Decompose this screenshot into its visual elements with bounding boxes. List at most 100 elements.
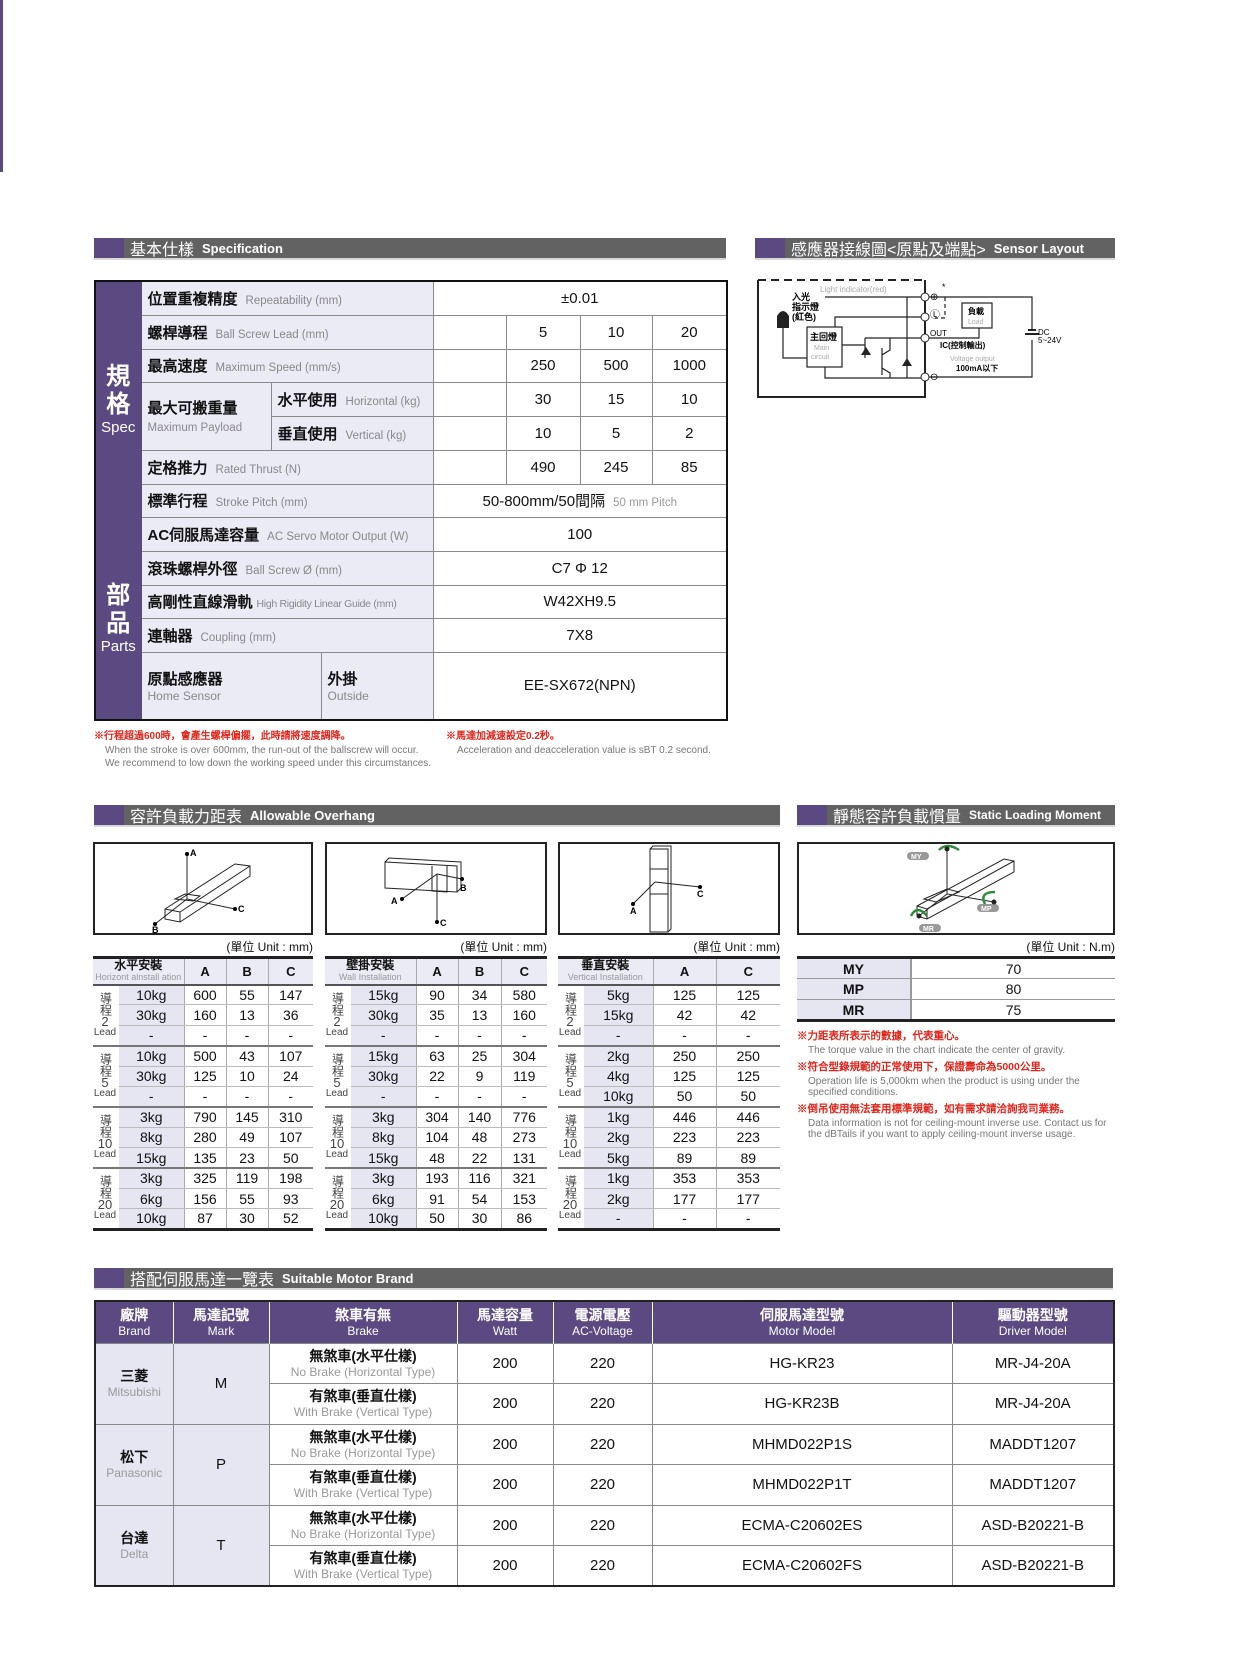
value-cell: 22 — [415, 1066, 459, 1087]
load-en: Load — [968, 319, 984, 326]
load-cell: 30kg — [116, 1066, 185, 1087]
value-cell: 310 — [267, 1106, 314, 1128]
value-cell: 321 — [500, 1168, 548, 1189]
value-cell: 107 — [267, 1127, 314, 1149]
voltage-cell: 220 — [552, 1545, 653, 1587]
title-en: Horizont alnstall ation — [95, 972, 182, 983]
point-b — [460, 877, 464, 881]
table-row: ---- — [93, 1086, 314, 1108]
header-row: 垂直安裝 Vertical Installation A C — [558, 957, 781, 986]
brake-cell: 無煞車(水平仕樣) No Brake (Horizontal Type) — [268, 1504, 458, 1546]
table-row: 有煞車(垂直仕樣) With Brake (Vertical Type) 200 22… — [95, 1464, 1115, 1506]
table-row: 導程 10 Lead 1kg 446 446 — [558, 1106, 781, 1170]
static-moment-table: MY 70 MP 80 MR 75 — [797, 956, 1115, 1022]
spec-label: 最高速度 Maximum Speed (mm/s) — [140, 348, 434, 383]
parts-label: 滾珠螺桿外徑 Ball Screw Ø (mm) — [140, 550, 434, 586]
value-cell: - — [715, 1208, 781, 1231]
lead-value: 10 — [562, 1136, 578, 1152]
value-cell: 34 — [457, 984, 502, 1006]
load-cell: 3kg — [116, 1168, 185, 1189]
label-en: Rated Thrust (N) — [215, 463, 301, 476]
table-row: MY 70 — [797, 957, 1115, 979]
wall-install-illustration: A C B — [384, 857, 467, 928]
note-red: ※行程超過600時，會產生螺桿偏擺，此時請將速度調降。 — [94, 731, 351, 742]
load-cell: 15kg — [348, 1147, 417, 1170]
vertical-install-diagram: A C — [558, 842, 780, 935]
brake-cell: 有煞車(垂直仕樣) With Brake (Vertical Type) — [268, 1464, 458, 1506]
point-label: A — [630, 906, 637, 916]
column-header: A — [652, 957, 717, 986]
load-cell: 4kg — [581, 1066, 654, 1087]
motor-model-cell: MHMD022P1T — [651, 1464, 953, 1506]
lead-zh: 導程 — [98, 1114, 113, 1139]
lead-en: Lead — [325, 1210, 349, 1222]
value-cell: 91 — [415, 1188, 459, 1210]
table-row: 30kg 160 13 36 — [93, 1004, 314, 1026]
brake-zh: 有煞車(垂直仕樣) — [309, 1388, 417, 1405]
label-en: Ball Screw Lead (mm) — [215, 328, 329, 341]
sensor-section-header: 感應器接線圖<原點及端點> Sensor Layout — [755, 238, 1115, 260]
value-cell: 9 — [457, 1066, 502, 1087]
lead-zh: 導程 — [563, 1114, 578, 1139]
load-cell: 30kg — [116, 1004, 185, 1026]
column-header: C — [267, 957, 314, 986]
spec-value: 10 — [579, 314, 653, 350]
mr-badge — [919, 924, 941, 932]
watt-cell: 200 — [456, 1504, 554, 1546]
parts-row: 原點感應器 Home Sensor 外掛 Outside EE-SX672(NPN) — [95, 651, 728, 721]
spec-value: 490 — [505, 449, 581, 485]
header-chip — [94, 805, 124, 825]
terminal-out — [920, 333, 930, 343]
value-cell: 43 — [225, 1045, 269, 1067]
main-circuit-en: circuit — [811, 354, 829, 361]
label-zh: 最大可搬重量 — [147, 400, 238, 417]
point-label: A — [190, 848, 197, 858]
main-circuit-label: 主回燈 — [810, 331, 838, 342]
mark-cell: P — [172, 1423, 270, 1506]
table-row: --- — [558, 1025, 781, 1047]
column-header: A — [183, 957, 227, 986]
spec-label: 位置重複精度 Repeatability (mm) — [140, 280, 434, 316]
value-cell: 35 — [415, 1004, 459, 1026]
value-cell: 198 — [267, 1168, 314, 1189]
spec-label: 定格推力 Rated Thrust (N) — [140, 449, 434, 485]
load-cell: 6kg — [116, 1188, 185, 1210]
value-cell: 177 — [715, 1188, 781, 1210]
spec-value: 20 — [651, 314, 728, 350]
column-header: 伺服馬達型號 Motor Model — [651, 1301, 952, 1343]
parts-label: 高剛性直線滑軌 High Rigidity Linear Guide (mm) — [140, 584, 434, 619]
parts-side-label: 部品 Parts — [94, 516, 142, 721]
side-zh: 規格 — [106, 362, 131, 418]
value-cell: 223 — [652, 1127, 717, 1149]
value-main: 50-800mm/50間隔 — [482, 493, 606, 510]
lead-zh: 導程 — [563, 1175, 578, 1200]
l-wire — [935, 297, 946, 319]
lead-en: Lead — [325, 1027, 349, 1039]
blank-cell — [432, 314, 507, 350]
header-chip — [94, 1268, 124, 1288]
value-cell: - — [183, 1025, 227, 1047]
parts-row: 部品 Parts AC伺服馬達容量 AC Servo Motor Output (W… — [94, 516, 728, 721]
terminal-l — [920, 312, 930, 322]
point-label: A — [391, 896, 398, 906]
load-cell: 5kg — [581, 1147, 654, 1170]
value-cell: - — [225, 1025, 269, 1047]
value-cell: 48 — [415, 1147, 459, 1170]
spec-value: 500 — [579, 348, 653, 383]
table-row: 4kg 125 125 — [558, 1066, 781, 1087]
table-row: MR 75 — [797, 999, 1115, 1021]
label-en: Home Sensor — [147, 689, 221, 704]
value-cell: 446 — [652, 1106, 717, 1128]
column-header: C — [715, 957, 781, 986]
value-cell: 10 — [225, 1066, 269, 1087]
load-cell: 3kg — [348, 1168, 417, 1189]
load-box — [961, 302, 993, 329]
unit-label: (單位 Unit : N.m) — [1026, 940, 1115, 954]
value-cell: 580 — [500, 984, 548, 1006]
watt-cell: 200 — [456, 1545, 554, 1587]
spec-value: 5 — [579, 415, 653, 451]
static-header-zh: 靜態容許負載慣量 — [833, 809, 962, 826]
dc-range-label: 5~24V — [1038, 336, 1062, 345]
column-zh: 煞車有無 — [335, 1306, 391, 1323]
blank-cell — [432, 449, 507, 485]
